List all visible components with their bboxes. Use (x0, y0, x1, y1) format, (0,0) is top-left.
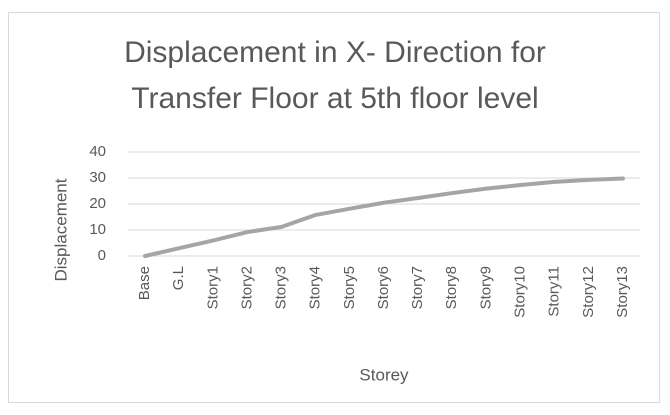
chart-title: Displacement in X- Direction for Transfe… (124, 36, 546, 115)
chart-frame (8, 12, 660, 403)
x-tick-label: Base (136, 266, 153, 300)
x-tick-label: Story3 (273, 266, 290, 309)
y-tick-label: 20 (89, 195, 106, 212)
x-tick-label: Story10 (512, 266, 529, 318)
y-axis-label: Displacement (51, 178, 70, 281)
x-tick-label: Story2 (238, 266, 255, 309)
x-tick-label: G.L (170, 266, 187, 290)
x-axis-label: Storey (359, 365, 409, 384)
x-tick-label: Story4 (307, 266, 324, 309)
x-tick-label: Story9 (477, 266, 494, 309)
x-tick-label: Story8 (443, 266, 460, 309)
x-tick-label: Story11 (546, 266, 563, 317)
y-tick-label: 30 (89, 169, 106, 186)
y-tick-label: 40 (89, 143, 106, 160)
x-tick-label: Story1 (204, 266, 221, 309)
x-tick-label: Story7 (409, 266, 426, 309)
x-tick-label: Story12 (580, 266, 597, 318)
series-line (143, 176, 625, 258)
x-tick-label: Story13 (614, 266, 631, 318)
y-tick-label: 0 (98, 247, 106, 264)
x-tick-label: Story6 (375, 266, 392, 309)
x-tick-label: Story5 (341, 266, 358, 309)
y-tick-label: 10 (89, 221, 106, 238)
